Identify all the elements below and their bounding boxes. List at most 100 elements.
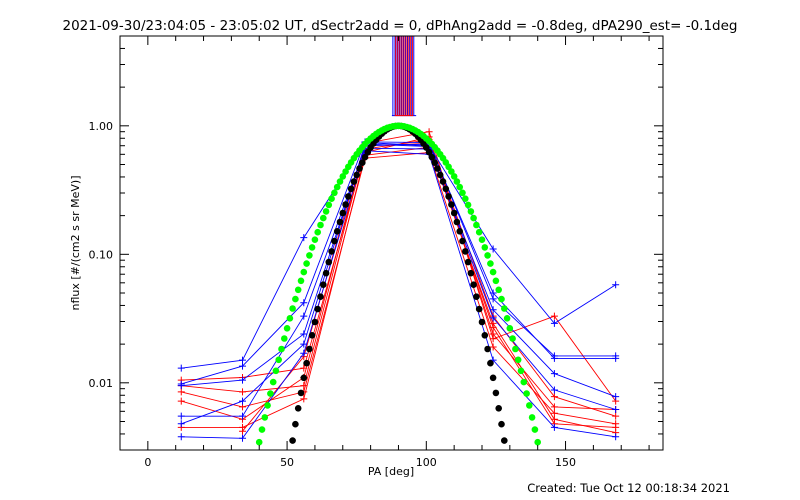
fit-point [289, 437, 296, 444]
series-line [181, 143, 616, 425]
fit-point [294, 286, 302, 294]
fit-point [492, 277, 500, 285]
fit-point [320, 281, 327, 289]
y-axis: 0.01 0.10 1.00 [89, 35, 663, 451]
data-point [550, 423, 558, 431]
x-axis: 0 50 100 150 [144, 36, 650, 469]
fit-point [336, 178, 344, 185]
series-line [181, 139, 616, 417]
y-axis-label: nflux [#/(cm2 s sr MeV)] [69, 176, 82, 311]
fit-point [475, 305, 483, 313]
fit-point [317, 293, 324, 301]
fit-point [347, 185, 355, 193]
series-6 [177, 139, 620, 372]
series-1 [177, 148, 620, 428]
data-point [239, 356, 247, 364]
fit-point [501, 437, 508, 444]
fit-point [495, 286, 503, 294]
fit-point [297, 277, 305, 285]
fit-point [498, 295, 505, 303]
fit-point [294, 405, 302, 412]
fit-curve-1 [255, 122, 541, 446]
fit-point [333, 183, 341, 191]
fit-point [322, 208, 330, 215]
fit-point [272, 367, 280, 375]
fit-point [459, 237, 466, 245]
fit-point [436, 171, 444, 179]
data-point [489, 306, 497, 314]
fit-point [487, 359, 494, 367]
data-point [489, 335, 497, 343]
fit-point [481, 244, 489, 251]
data-point [550, 386, 558, 394]
data-point [550, 393, 558, 401]
fit-point [467, 208, 475, 215]
fit-point [523, 390, 530, 397]
series-line [181, 141, 616, 385]
fit-point [531, 426, 539, 433]
fit-point [495, 405, 503, 412]
fit-point [489, 268, 497, 276]
fit-point [361, 153, 369, 161]
fit-point [333, 228, 341, 235]
fit-point [255, 438, 263, 446]
fit-point [306, 252, 313, 259]
fit-point [464, 258, 472, 266]
x-tick-label: 50 [280, 456, 294, 469]
fit-point [462, 248, 469, 255]
data-point [550, 415, 558, 423]
series-7 [177, 140, 620, 390]
fit-point [450, 173, 458, 180]
fit-point [292, 295, 299, 303]
fit-point [336, 218, 344, 226]
data-point [550, 312, 558, 320]
fit-point [509, 335, 516, 342]
data-point [550, 409, 558, 417]
plot-area [177, 36, 620, 446]
fit-point [448, 168, 455, 175]
fit-point [439, 178, 447, 185]
fit-point [534, 438, 541, 446]
spike-band-1 [394, 36, 414, 117]
fit-point [512, 345, 519, 353]
fit-point [267, 390, 274, 397]
fit-point [314, 228, 322, 236]
data-point [550, 319, 558, 327]
fit-point [308, 332, 316, 339]
data-point [177, 380, 185, 388]
data-point [239, 427, 247, 435]
fit-point [356, 165, 363, 172]
data-point [300, 382, 308, 390]
data-point [177, 397, 185, 405]
data-point [177, 433, 185, 441]
data-point [239, 388, 247, 396]
fit-point [489, 374, 497, 382]
fit-point [514, 356, 522, 364]
fit-point [292, 420, 299, 428]
fit-point [481, 332, 489, 339]
fit-point [289, 305, 296, 312]
fit-point [300, 374, 308, 382]
fit-point [506, 325, 514, 332]
fit-point [320, 214, 327, 222]
series-line [181, 136, 616, 410]
fit-point [353, 171, 361, 179]
fit-point [325, 201, 333, 209]
fit-point [269, 378, 277, 386]
fit-point [487, 260, 494, 267]
data-point [612, 352, 620, 360]
fit-point [278, 345, 285, 353]
fit-curve-0 [289, 122, 508, 444]
fit-point [275, 356, 283, 364]
fit-point [300, 268, 308, 276]
series-line [181, 142, 616, 369]
series-8 [177, 144, 620, 420]
fit-point [467, 269, 475, 277]
fit-point [434, 165, 441, 172]
data-point [489, 314, 497, 322]
fit-point [281, 335, 288, 342]
data-point [300, 349, 308, 357]
data-point [300, 330, 308, 338]
fit-point [503, 315, 511, 322]
series-line [181, 150, 616, 439]
